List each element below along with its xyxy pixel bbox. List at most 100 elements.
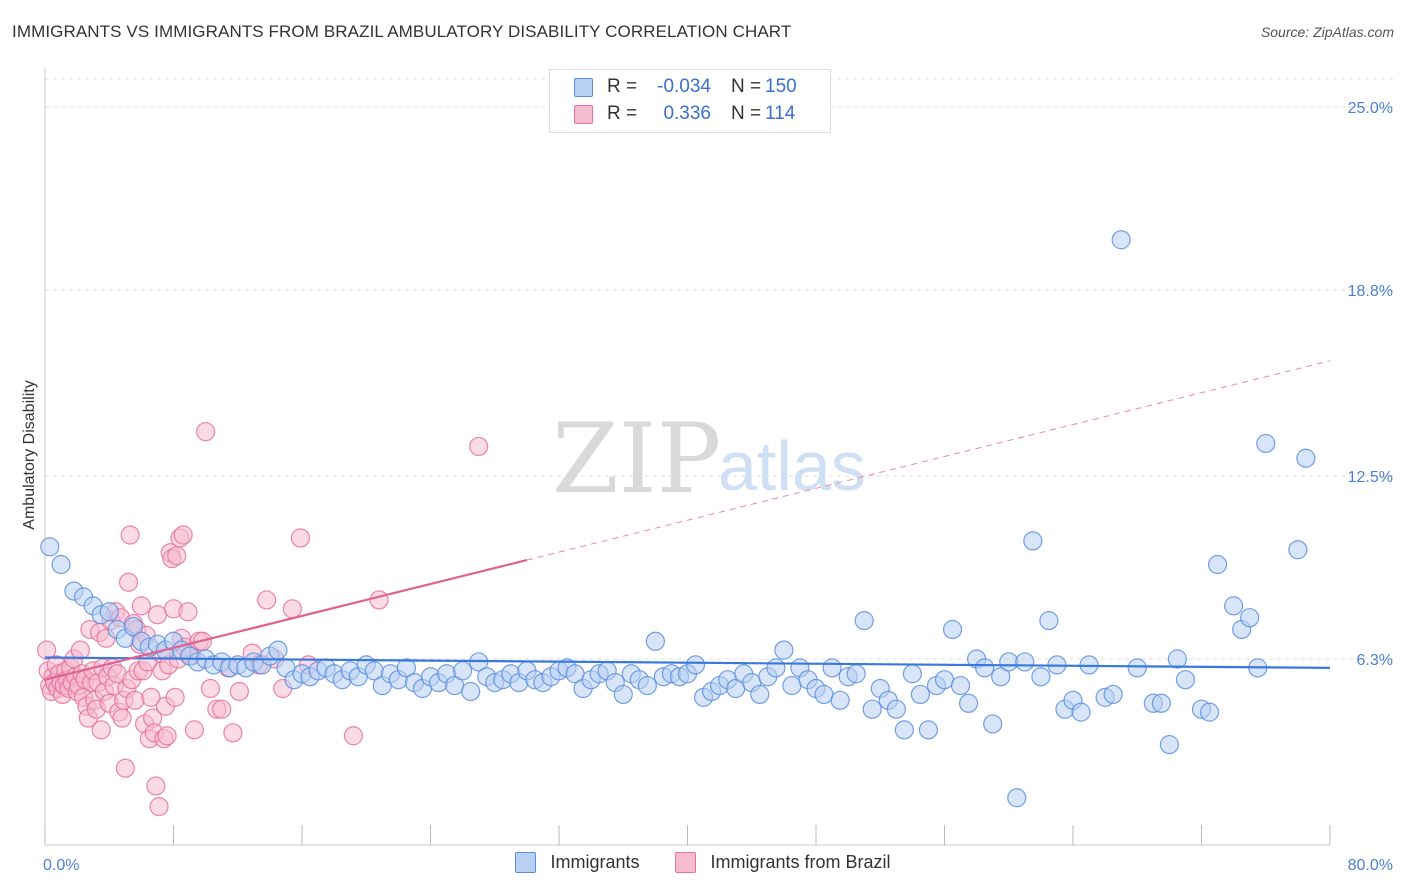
point-immigrants — [1159, 735, 1179, 755]
point-brazil — [118, 572, 139, 592]
point-immigrants — [846, 664, 866, 684]
point-brazil — [120, 525, 140, 545]
x-tick-label-min: 0.0% — [43, 857, 79, 874]
trend-line-immigrants — [44, 656, 1331, 669]
legend-swatch-pink — [675, 852, 697, 873]
point-immigrants — [774, 640, 794, 660]
point-immigrants — [822, 658, 842, 678]
point-immigrants — [934, 670, 955, 690]
point-immigrants — [1071, 702, 1091, 722]
point-immigrants — [1031, 667, 1051, 687]
point-immigrants — [902, 664, 922, 684]
point-immigrants — [1103, 684, 1123, 705]
legend-item-brazil[interactable]: Immigrants from Brazil — [675, 852, 891, 873]
point-brazil — [257, 590, 277, 610]
point-brazil — [282, 599, 302, 619]
watermark-atlas: atlas — [718, 427, 866, 505]
legend-label-brazil: Immigrants from Brazil — [710, 852, 891, 872]
point-immigrants — [814, 684, 834, 705]
point-immigrants — [685, 655, 706, 675]
point-immigrants — [40, 537, 60, 557]
point-brazil — [200, 678, 221, 699]
point-immigrants — [894, 720, 914, 740]
point-immigrants — [637, 675, 657, 696]
legend-row-brazil: R = 0.336 N = 114 — [574, 102, 795, 126]
point-brazil — [165, 687, 185, 707]
legend-row-immigrants: R = -0.034 N = 150 — [574, 75, 797, 99]
trend-lines — [44, 360, 1331, 681]
legend-swatch-blue — [515, 852, 537, 873]
source-label: Source: ZipAtlas.com — [1260, 24, 1394, 40]
point-brazil — [223, 723, 243, 743]
series-legend: Immigrants Immigrants from Brazil — [0, 852, 1406, 873]
point-immigrants — [1127, 658, 1147, 678]
point-immigrants — [453, 661, 473, 681]
point-brazil — [196, 422, 216, 442]
point-immigrants — [750, 684, 770, 705]
point-brazil — [469, 436, 489, 457]
point-brazil — [229, 681, 249, 702]
gridlines — [45, 78, 1393, 660]
point-immigrants — [886, 699, 906, 719]
point-brazil — [125, 690, 145, 710]
point-immigrants — [983, 714, 1003, 734]
point-immigrants — [268, 640, 288, 660]
point-immigrants — [645, 631, 665, 651]
point-brazil — [37, 640, 57, 660]
legend-n-value: 150 — [765, 76, 797, 97]
point-brazil — [112, 708, 132, 728]
point-immigrants — [1023, 531, 1043, 551]
point-immigrants — [782, 675, 802, 696]
x-tick-label-max: 80.0% — [1348, 857, 1393, 874]
point-immigrants — [854, 611, 874, 631]
point-brazil — [91, 720, 111, 740]
point-immigrants — [999, 652, 1019, 672]
point-brazil — [290, 528, 310, 548]
point-immigrants — [1007, 788, 1027, 808]
legend-n-value: 114 — [765, 103, 796, 124]
point-brazil — [146, 776, 166, 796]
point-immigrants — [1199, 702, 1220, 722]
y-tick-label: 12.5% — [1348, 469, 1393, 486]
point-immigrants — [1039, 611, 1059, 631]
point-immigrants — [123, 616, 143, 637]
point-brazil — [149, 797, 169, 817]
point-immigrants — [1167, 649, 1188, 669]
legend-r-value: -0.034 — [657, 76, 711, 97]
point-immigrants — [1015, 652, 1035, 672]
point-immigrants — [918, 720, 939, 740]
y-tick-label: 18.8% — [1348, 283, 1393, 300]
trend-line-brazil-solid — [44, 559, 528, 681]
point-brazil — [147, 605, 168, 625]
point-brazil — [131, 596, 151, 616]
point-immigrants — [613, 684, 633, 705]
point-immigrants — [1256, 433, 1276, 454]
point-immigrants — [99, 602, 119, 622]
point-immigrants — [910, 684, 931, 705]
legend-r-label: R = — [607, 103, 638, 124]
point-immigrants — [991, 667, 1011, 687]
point-immigrants — [958, 693, 979, 713]
legend-swatch-blue — [574, 77, 593, 97]
point-brazil — [212, 699, 232, 719]
point-immigrants — [51, 554, 71, 575]
point-brazil — [70, 640, 90, 660]
watermark-zip: ZIP — [552, 403, 721, 515]
point-immigrants — [1111, 230, 1131, 250]
point-brazil — [178, 602, 198, 622]
legend-n-label: N = — [731, 103, 762, 124]
point-immigrants — [396, 658, 417, 678]
y-tick-labels: 6.3% 12.5% 18.8% 25.0% — [1348, 100, 1393, 669]
point-brazil — [343, 726, 363, 746]
legend-item-immigrants[interactable]: Immigrants — [515, 852, 639, 873]
point-immigrants — [862, 699, 882, 719]
stats-legend: R = -0.034 N = 150 R = 0.336 N = 114 — [549, 69, 831, 133]
y-axis-title: Ambulatory Disability — [21, 380, 38, 529]
point-brazil — [167, 546, 187, 566]
point-brazil — [369, 590, 389, 610]
point-brazil — [115, 758, 135, 778]
point-immigrants — [461, 681, 481, 702]
legend-n-label: N = — [731, 76, 762, 97]
point-immigrants — [950, 675, 971, 696]
point-brazil — [157, 726, 177, 746]
